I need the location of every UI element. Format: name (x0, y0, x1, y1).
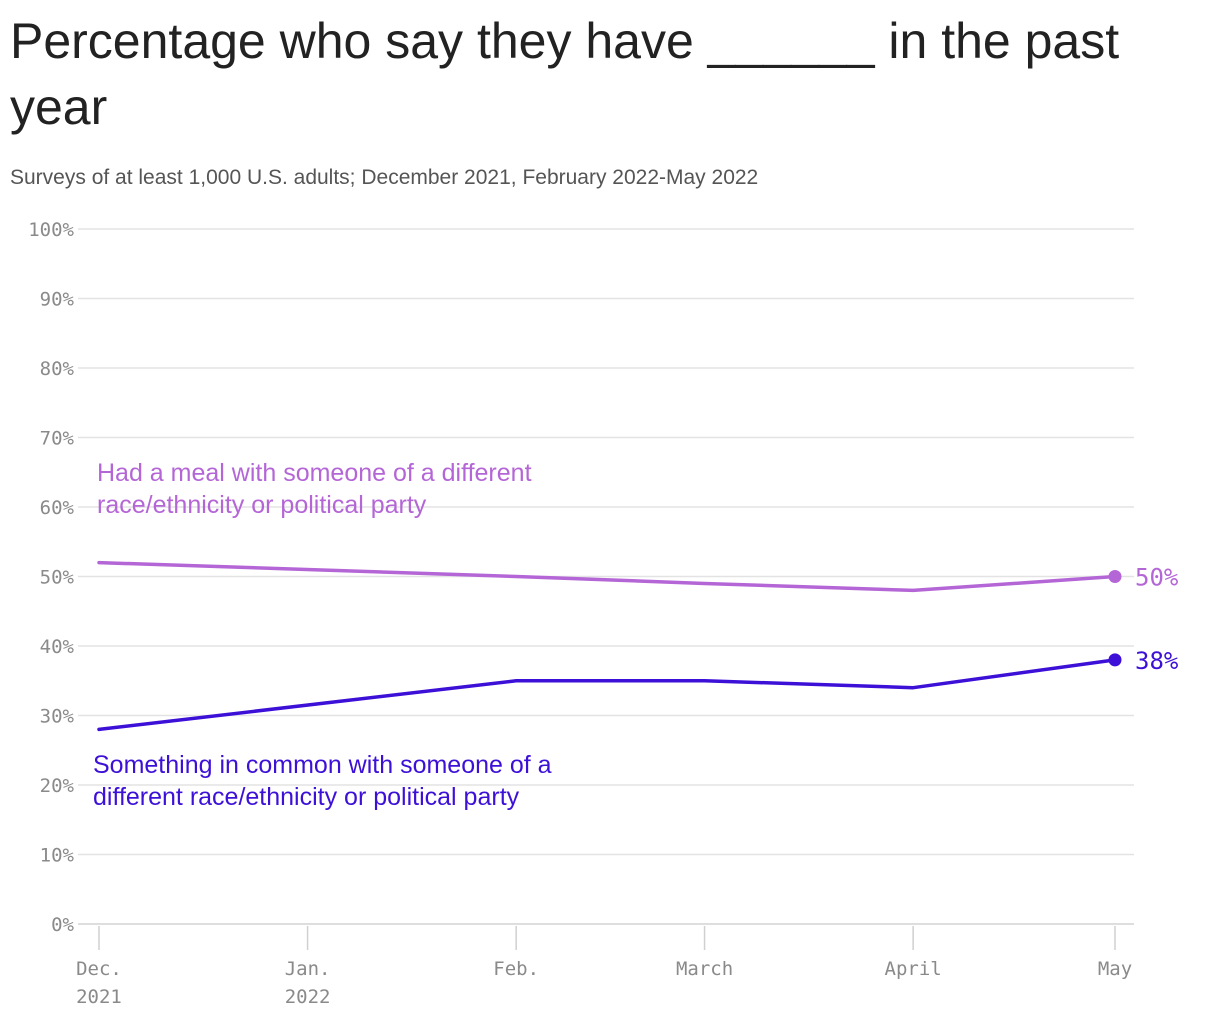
y-tick-label: 50% (40, 567, 75, 589)
y-tick-label: 30% (40, 706, 75, 728)
x-tick-label: May (1098, 958, 1132, 980)
series-line (97, 560, 1117, 593)
y-tick-label: 60% (40, 497, 75, 519)
x-tick-label: Dec. (76, 958, 122, 980)
y-tick-label: 90% (40, 289, 75, 311)
end-value-label: 50% (1135, 564, 1179, 592)
y-tick-label: 20% (40, 775, 75, 797)
y-tick-label: 80% (40, 358, 75, 380)
gridlines (78, 228, 1134, 925)
series-labels: 50% Had a meal with someone of a differen… (93, 459, 1179, 811)
y-tick-label: 100% (28, 219, 74, 241)
y-axis-ticks: 0% 10% 20% 30% 40% 50% 60% 70% 80% 90% 100% (28, 219, 74, 936)
x-axis-ticks: Dec. 2021 Jan. 2022 Feb. March April May (76, 926, 1132, 1008)
chart-subtitle: Surveys of at least 1,000 U.S. adults; D… (10, 166, 759, 189)
chart-title: Percentage who say they have ______ in t… (10, 13, 1120, 135)
series-lines (97, 560, 1122, 732)
y-tick-label: 70% (40, 428, 75, 450)
x-tick-label: March (676, 958, 733, 980)
y-tick-label: 40% (40, 636, 75, 658)
series-label: Had a meal with someone of a different (97, 459, 532, 487)
end-value-label: 38% (1135, 647, 1179, 675)
series-label: different race/ethnicity or political pa… (93, 783, 520, 811)
end-point (1108, 653, 1122, 667)
series-label: Something in common with someone of a (93, 751, 552, 779)
y-tick-label: 0% (51, 914, 74, 936)
series-line (97, 658, 1117, 732)
x-tick-label: April (885, 958, 942, 980)
x-tick-label-year: 2022 (285, 986, 331, 1008)
end-point (1108, 570, 1122, 583)
x-tick-label-year: 2021 (76, 986, 122, 1008)
y-tick-label: 10% (40, 845, 75, 867)
series-label: race/ethnicity or political party (97, 491, 427, 519)
x-tick-label: Feb. (493, 958, 539, 980)
x-tick-label: Jan. (285, 958, 331, 980)
